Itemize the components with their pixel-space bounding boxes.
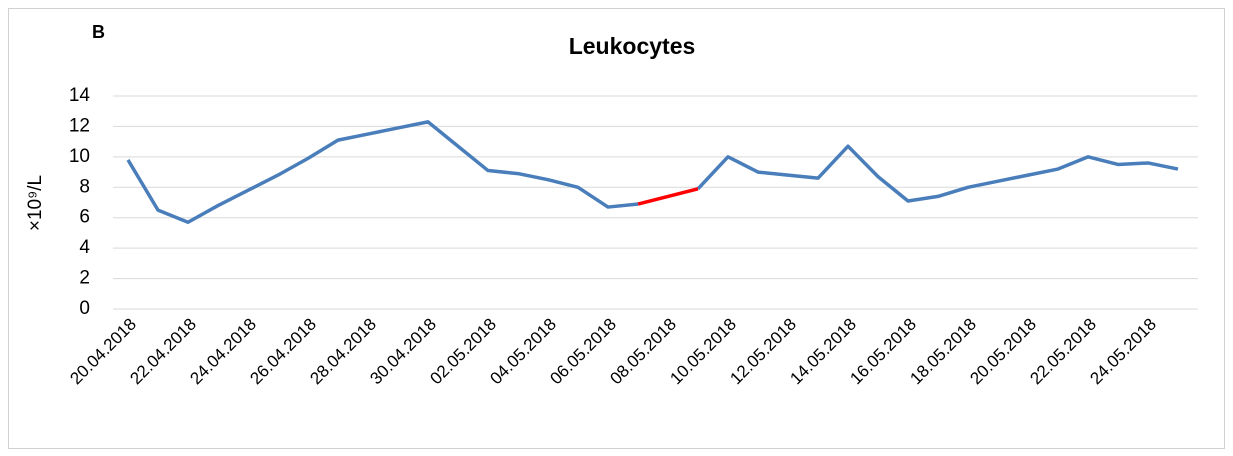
data-line [637, 187, 699, 206]
y-axis-label: ×10⁹/L [25, 175, 46, 231]
y-tick-label: 12 [69, 115, 90, 136]
y-tick-label: 14 [69, 85, 91, 106]
y-tick-label: 4 [79, 237, 90, 258]
y-tick-label: 0 [79, 298, 90, 319]
y-tick-label: 2 [79, 268, 90, 289]
y-tick-label: 6 [79, 207, 90, 228]
y-tick-label: 10 [69, 146, 90, 167]
y-tick-label: 8 [79, 176, 90, 197]
chart-frame [8, 8, 1225, 449]
panel-label: B [92, 22, 105, 42]
chart-title: Leukocytes [569, 33, 696, 59]
data-line [126, 120, 1179, 225]
